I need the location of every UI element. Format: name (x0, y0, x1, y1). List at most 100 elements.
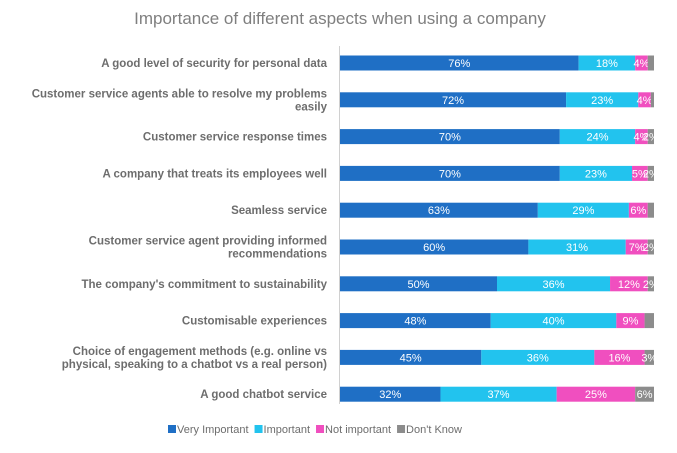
bar-segment (647, 239, 654, 255)
data-label: 6% (630, 205, 646, 217)
bar-segment (340, 129, 560, 145)
data-label: 29% (572, 205, 594, 217)
bar-segment (490, 313, 617, 329)
bar-segment (635, 386, 654, 402)
category-label: Customer service agents able to resolve … (32, 88, 327, 100)
legend-swatch (316, 425, 325, 433)
bar-segment (635, 129, 648, 145)
bar-segment (340, 239, 529, 255)
bar-segment (628, 202, 648, 218)
bar-segment (481, 349, 595, 365)
bar-segment (644, 313, 654, 329)
bar-segment (647, 165, 654, 181)
data-label: 2% (643, 132, 659, 144)
data-label: 76% (448, 58, 470, 70)
legend-swatch (397, 425, 406, 433)
bar-segment (559, 165, 633, 181)
data-label: 3% (641, 352, 657, 364)
bar-segment (578, 55, 636, 71)
data-label: 2% (643, 168, 659, 180)
legend-label: Not important (325, 424, 391, 436)
bar-segment (594, 349, 645, 365)
legend-swatch (254, 425, 263, 433)
category-labels: A good level of security for personal da… (32, 58, 328, 401)
bar-segment (647, 55, 654, 71)
bar-segment (559, 129, 636, 145)
data-label: 25% (585, 389, 607, 401)
bar-segment (650, 92, 654, 108)
bar-segment (440, 386, 557, 402)
data-label: 36% (527, 352, 549, 364)
data-label: 70% (439, 168, 461, 180)
category-label: A company that treats its employees well (102, 168, 327, 180)
bar-segment (340, 55, 579, 71)
category-label: A good level of security for personal da… (101, 58, 327, 70)
category-label: Customer service agent providing informe… (89, 236, 327, 248)
data-label: 31% (566, 242, 588, 254)
bar-segment (647, 202, 654, 218)
data-label: 12% (618, 279, 640, 291)
category-label: easily (295, 101, 328, 113)
data-label: 50% (407, 279, 429, 291)
category-label: Customisable experiences (182, 316, 327, 328)
data-label: 48% (404, 316, 426, 328)
bar-segment (647, 129, 654, 145)
data-label: 2% (643, 242, 659, 254)
data-label: 37% (488, 389, 510, 401)
data-label: 45% (400, 352, 422, 364)
data-label: 5% (632, 168, 648, 180)
legend-label: Important (264, 424, 310, 436)
bar-segment (528, 239, 626, 255)
data-label: 24% (586, 132, 608, 144)
legend-label: Don't Know (406, 424, 462, 436)
bar-segment (340, 92, 567, 108)
bar-segment (537, 202, 629, 218)
data-label: 6% (637, 389, 653, 401)
bar-segment (497, 276, 611, 292)
data-label: 9% (622, 316, 638, 328)
category-label: A good chatbot service (200, 389, 327, 401)
data-label: 40% (543, 316, 565, 328)
bar-segment (616, 313, 645, 329)
data-label: 16% (608, 352, 630, 364)
legend-label: Very Important (177, 424, 249, 436)
legend-swatch (168, 425, 176, 433)
bar-segment (625, 239, 648, 255)
bar-segment (556, 386, 636, 402)
data-label: 36% (543, 279, 565, 291)
bar-segment (635, 55, 648, 71)
category-label: The company's commitment to sustainabili… (81, 279, 327, 291)
bar-segment (340, 202, 538, 218)
data-label: 23% (591, 95, 613, 107)
bar-segment (610, 276, 648, 292)
legend: Very Important Important Not important Don'… (168, 424, 462, 436)
category-label: Customer service response times (143, 132, 327, 144)
data-label: 7% (629, 242, 645, 254)
bar-segments: 76% 18% 4%72% 23% 4%70% 24% 4%2%70% 23% 5%2%63% 2… (340, 55, 659, 402)
data-label: 70% (439, 132, 461, 144)
data-label: 2% (643, 279, 659, 291)
data-label: 4% (637, 95, 653, 107)
data-label: 18% (596, 58, 618, 70)
data-label: 32% (379, 389, 401, 401)
category-label: recommendations (228, 249, 327, 261)
category-label: Choice of engagement methods (e.g. onlin… (73, 346, 327, 358)
bar-segment (340, 386, 441, 402)
category-label: Seamless service (231, 205, 327, 217)
chart-title: Importance of different aspects when usi… (134, 9, 546, 28)
data-label: 72% (442, 95, 464, 107)
bar-segment (632, 165, 648, 181)
bar-segment (340, 313, 491, 329)
data-label: 4% (633, 132, 649, 144)
data-label: 60% (423, 242, 445, 254)
data-label: 4% (633, 58, 649, 70)
bar-segment (340, 349, 482, 365)
bar-segment (647, 276, 654, 292)
data-label: 23% (585, 168, 607, 180)
bar-segment (566, 92, 639, 108)
data-label: 63% (428, 205, 450, 217)
bar-segment (340, 165, 560, 181)
bar-segment (340, 276, 497, 292)
bar-segment (638, 92, 651, 108)
